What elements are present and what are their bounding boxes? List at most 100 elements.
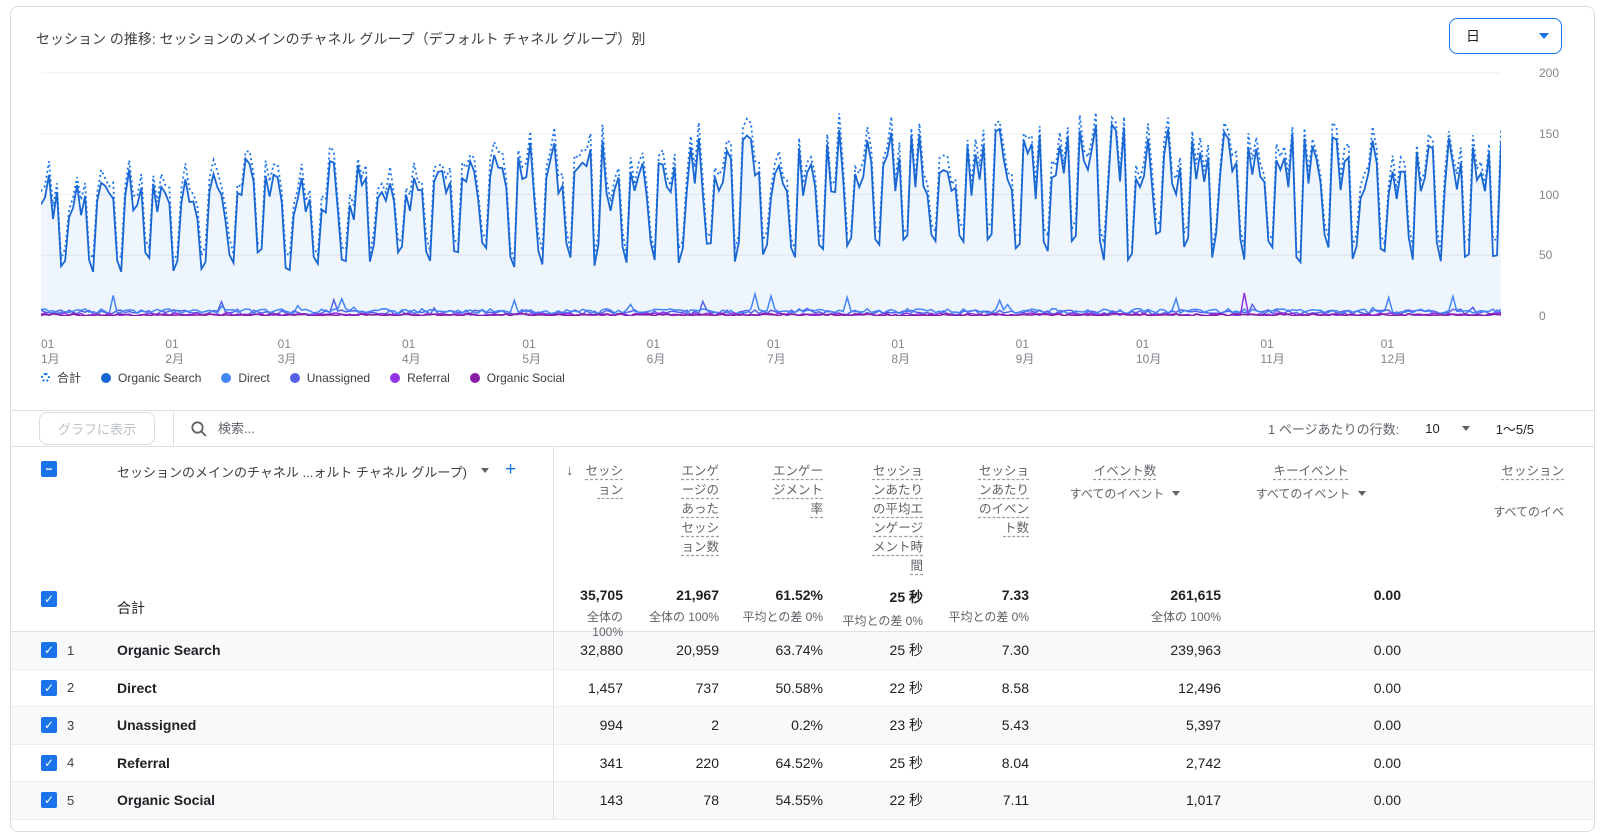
cell-value: 22 秒: [823, 782, 923, 819]
cell-value-number: 7.30: [1001, 642, 1029, 659]
cell-value-number: 50.58%: [775, 679, 823, 696]
cell-value: [1401, 782, 1594, 819]
divider: [173, 410, 175, 447]
cell-value-number: 341: [599, 754, 623, 771]
totals-value-number: 21,967: [676, 587, 719, 603]
cell-value-number: 64.52%: [775, 754, 823, 771]
channel-name: Referral: [117, 754, 170, 771]
cell-value-number: 0.00: [1373, 717, 1401, 734]
x-tick-label: 01 7月: [766, 337, 786, 366]
legend-label: Organic Search: [118, 370, 202, 385]
granularity-select[interactable]: 日: [1449, 18, 1562, 54]
totals-value-number: 61.52%: [775, 587, 823, 603]
row-number: 5: [67, 792, 75, 808]
show-on-chart-button[interactable]: グラフに表示: [39, 412, 156, 445]
cell-value-number: 143: [599, 792, 623, 809]
legend-item: Direct: [221, 371, 270, 385]
dimension-header[interactable]: セッションのメインのチャネル ...ォルト チャネル グループ) +: [107, 447, 553, 577]
rows-per-page-value[interactable]: 10: [1425, 421, 1440, 436]
row-checkbox[interactable]: ✓: [41, 679, 57, 696]
row-checkbox[interactable]: ✓: [41, 642, 57, 659]
chevron-down-icon[interactable]: [1461, 426, 1470, 431]
series-dot-icon: [469, 372, 480, 383]
x-tick-label: 01 9月: [1015, 337, 1035, 366]
organic-social-line: [41, 312, 1501, 316]
cell-value-number: 25 秒: [889, 754, 923, 771]
select-all-checkbox[interactable]: −: [41, 461, 57, 477]
metric-sub-selector[interactable]: すべてのイベント: [1221, 485, 1401, 502]
add-dimension-button[interactable]: +: [504, 459, 517, 480]
table-row: ✓ 3 Unassigned 994 2 0.2% 23 秒 5.43 5,397 0.00: [11, 707, 1594, 745]
metric-header-6[interactable]: イベント数 すべてのイベント: [1029, 447, 1221, 577]
chevron-down-icon[interactable]: [1358, 491, 1367, 496]
cell-value-number: 0.00: [1373, 679, 1401, 696]
metric-sub-selector: すべてのイベ: [1401, 503, 1564, 520]
cell-value: 1,457: [553, 669, 623, 706]
series-dot-icon: [289, 372, 300, 383]
metric-header-2[interactable]: エンゲージのあったセッション数: [623, 447, 719, 577]
report-card: セッション の推移: セッションのメインのチャネル グループ（デフォルト チャネ…: [10, 6, 1595, 832]
metric-header-8[interactable]: セッション すべてのイベ: [1401, 447, 1594, 577]
cell-value-number: 220: [695, 754, 719, 771]
x-tick-label: 01 1月: [41, 337, 60, 366]
search-input[interactable]: [218, 421, 519, 436]
row-checkbox[interactable]: ✓: [41, 792, 57, 809]
cell-value: 5.43: [923, 707, 1029, 744]
cell-value: [1401, 670, 1594, 707]
pagination: 1 ページあたりの行数: 10 1～5/5: [1268, 419, 1534, 438]
cell-value: 1,017: [1029, 782, 1221, 819]
spacer: [67, 447, 107, 577]
cell-value: 25 秒: [823, 745, 923, 782]
cell-value-number: 7.11: [1002, 792, 1029, 809]
totals-value-sub: 全体の 100%: [1150, 610, 1221, 624]
metric-sub-label: すべてのイベント: [1069, 487, 1165, 501]
chevron-down-icon: [1539, 33, 1549, 39]
metric-header-1[interactable]: ↓ セッション: [553, 447, 623, 577]
search-box[interactable]: [190, 420, 1268, 438]
cell-value-number: 23 秒: [889, 717, 923, 734]
cell-value: 0.00: [1221, 670, 1401, 707]
totals-value: 25 秒平均との差 0%: [823, 577, 923, 639]
direct-line: [41, 291, 1501, 315]
y-tick-label: 100: [1539, 187, 1560, 202]
totals-value-sub: 全体の 100%: [586, 610, 623, 639]
legend-item: Organic Social: [469, 371, 565, 385]
cell-value: 239,963: [1029, 632, 1221, 669]
channel-name: Organic Social: [117, 792, 216, 809]
header-checkbox-cell: −: [11, 447, 67, 577]
metric-header-4[interactable]: セッションあたりの平均エンゲージメント時間: [823, 447, 923, 577]
legend-label: Referral: [407, 370, 450, 385]
cell-value: [1401, 707, 1594, 744]
chevron-down-icon[interactable]: [480, 468, 489, 473]
chevron-down-icon[interactable]: [1172, 491, 1181, 496]
legend-item: Referral: [390, 371, 450, 385]
totals-checkbox[interactable]: ✓: [41, 591, 57, 607]
cell-value: 7.11: [923, 782, 1029, 819]
cell-value: 5,397: [1029, 707, 1221, 744]
cell-value: 20,959: [623, 632, 719, 669]
cell-value: 7.30: [923, 632, 1029, 669]
metric-header-label: セッションあたりの平均エンゲージメント時間: [872, 464, 923, 573]
row-checkbox[interactable]: ✓: [41, 717, 57, 734]
sort-arrow-icon: ↓: [566, 462, 574, 479]
cell-value: 220: [623, 745, 719, 782]
cell-value-number: 0.00: [1373, 642, 1401, 659]
cell-value: [1401, 745, 1594, 782]
cell-value: 2: [623, 707, 719, 744]
totals-value: 61.52% 平均との差 0%: [719, 577, 823, 639]
metric-sub-selector[interactable]: すべてのイベント: [1029, 485, 1221, 502]
metric-header-7[interactable]: キーイベント すべてのイベント: [1221, 447, 1401, 577]
totals-value-number: 25 秒: [889, 589, 923, 605]
cell-value-number: 1,457: [587, 679, 623, 696]
row-checkbox[interactable]: ✓: [41, 754, 57, 771]
total-dotted-icon: [41, 373, 50, 382]
metric-header-3[interactable]: エンゲージメント率: [719, 447, 823, 577]
x-tick-label: 01 11月: [1260, 337, 1285, 366]
cell-value: 0.00: [1221, 707, 1401, 744]
row-range: 1～5/5: [1495, 422, 1534, 437]
totals-value: 0.00: [1221, 577, 1401, 639]
metric-header-5[interactable]: セッションあたりのイベント数: [923, 447, 1029, 577]
legend-label: Unassigned: [306, 370, 371, 385]
cell-value-number: 994: [599, 717, 623, 734]
cell-value-number: 0.00: [1373, 792, 1401, 809]
